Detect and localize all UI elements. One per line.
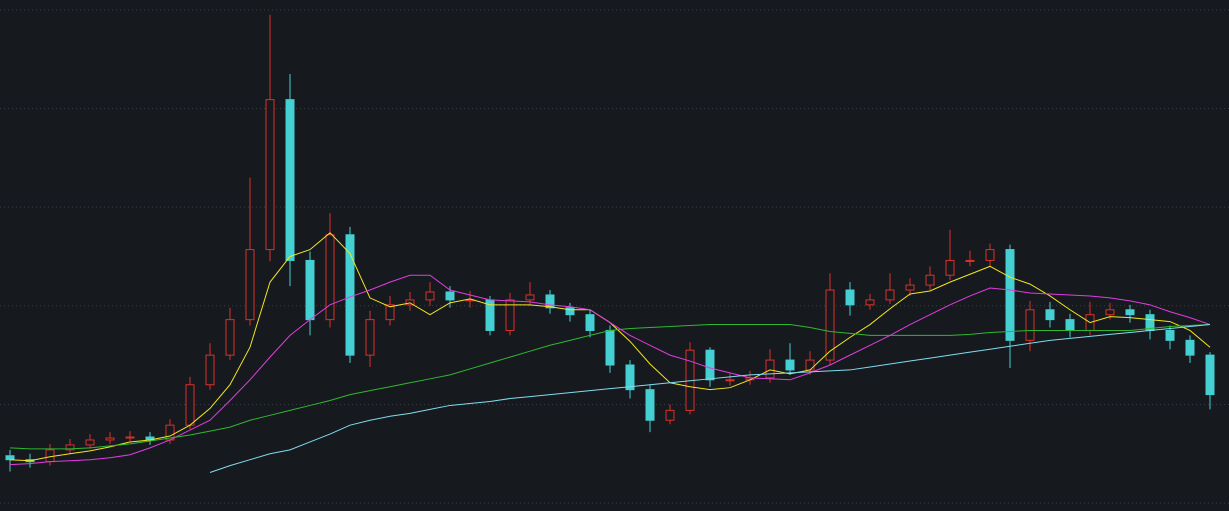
candle-body: [785, 359, 795, 371]
candle-body: [945, 259, 955, 276]
candle-body: [985, 249, 995, 261]
candle-body: [565, 307, 575, 316]
candle-body: [285, 99, 295, 261]
candle-body: [385, 304, 395, 321]
candle-body: [1005, 249, 1015, 341]
candle-body: [85, 439, 95, 446]
candle-body: [645, 389, 655, 421]
candle-body: [5, 455, 15, 461]
candle-body: [185, 384, 195, 426]
candle-body: [1045, 309, 1055, 321]
candle-body: [965, 259, 975, 262]
candle-body: [1105, 309, 1115, 316]
candle-body: [245, 249, 255, 321]
candle-body: [445, 291, 455, 301]
candle-body: [105, 437, 115, 441]
candle-body: [365, 319, 375, 356]
candle-body: [1065, 319, 1075, 331]
candle-body: [705, 349, 715, 381]
candle-body: [925, 274, 935, 286]
candle-body: [225, 319, 235, 356]
candle-body: [765, 359, 775, 379]
candle-body: [865, 299, 875, 306]
candle-body: [1205, 354, 1215, 396]
moving-average-line: [9, 274, 1211, 466]
moving-average-line: [209, 324, 1211, 473]
candle-body: [665, 409, 675, 421]
candle-body: [125, 436, 135, 439]
candle-body: [805, 359, 815, 371]
candle-body: [525, 294, 535, 301]
candle-body: [1125, 309, 1135, 316]
candle-body: [505, 299, 515, 331]
candle-body: [325, 234, 335, 321]
candle-body: [425, 291, 435, 301]
candle-body: [45, 449, 55, 463]
candle-body: [1185, 339, 1195, 356]
candle-body: [725, 379, 735, 382]
candle-body: [885, 289, 895, 301]
candle-body: [1165, 329, 1175, 341]
candle-body: [205, 354, 215, 386]
candle-body: [845, 289, 855, 306]
candle-body: [1025, 309, 1035, 341]
candle-body: [585, 314, 595, 331]
candle-body: [625, 364, 635, 391]
candle-body: [825, 289, 835, 361]
candle-body: [545, 294, 555, 309]
candle-body: [605, 329, 615, 366]
candle-body: [265, 99, 275, 251]
candle-body: [905, 284, 915, 291]
candle-body: [305, 259, 315, 321]
candle-body: [345, 234, 355, 356]
candle-body: [65, 444, 75, 451]
moving-average-line: [9, 324, 1211, 450]
